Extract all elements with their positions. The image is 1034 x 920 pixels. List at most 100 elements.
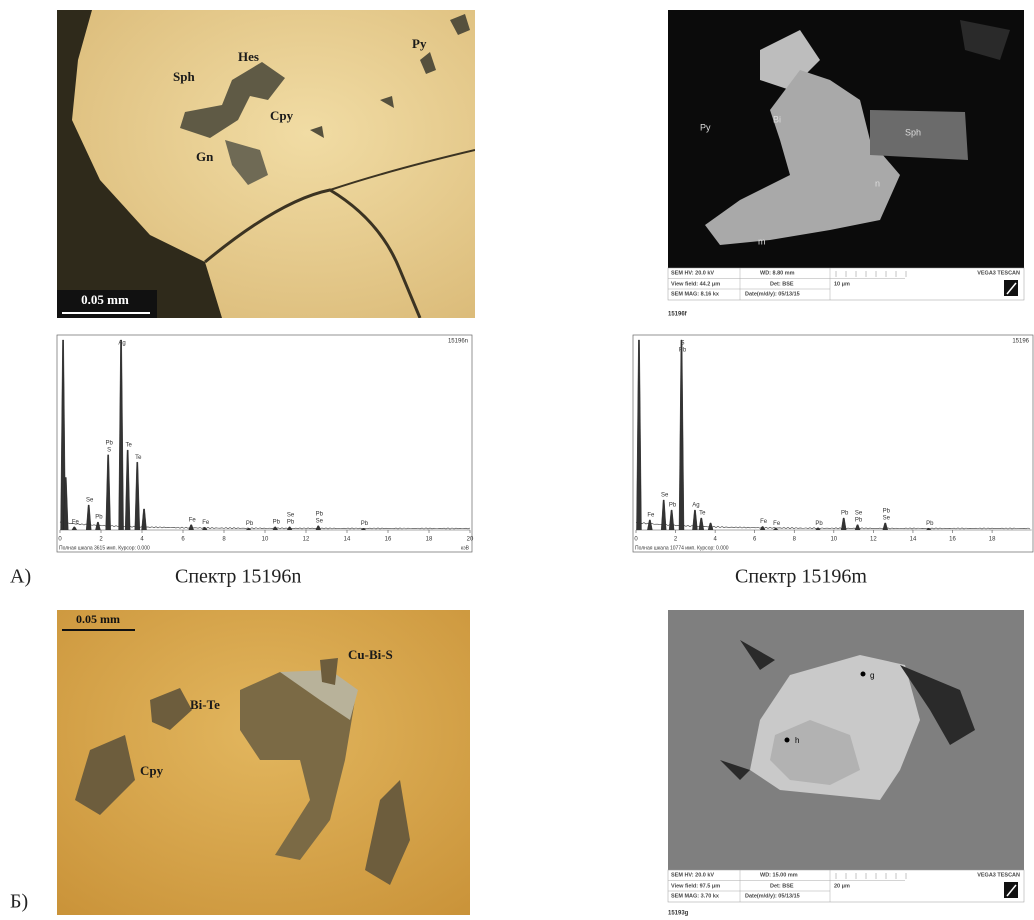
x-tick-label: 10: [830, 537, 837, 543]
info-text: Det: BSE: [770, 281, 794, 287]
info-text: WD: 15.00 mm: [760, 872, 798, 878]
mineral-label: Bi: [773, 114, 781, 124]
scale-bar-label: 0.05 mm: [76, 612, 120, 626]
peak-label: Pb: [841, 511, 849, 517]
sem-info-bar: SEM HV: 20.0 kV WD: 15.00 mm View field: 9…: [668, 870, 1024, 902]
point-label: h: [795, 736, 799, 745]
peak-label: Pb: [815, 521, 823, 527]
mineral-label: Sph: [173, 69, 195, 84]
point-label: n: [875, 178, 880, 188]
mineral-label: Gn: [196, 149, 214, 164]
info-text: 20 μm: [834, 883, 850, 889]
info-text: SEM MAG: 3.70 kx: [671, 893, 720, 899]
optical-image-b: 0.05 mm Cu-Bi-S Bi-Te Cpy: [57, 610, 470, 915]
mineral-label: Sph: [905, 127, 921, 137]
peak-label: Ag: [118, 341, 125, 347]
info-text: Date(m/d/y): 05/13/15: [745, 291, 800, 297]
x-tick-label: 14: [344, 537, 351, 543]
info-text: SEM MAG: 8.16 kx: [671, 291, 720, 297]
peak-label: Fe: [202, 520, 210, 526]
peak-label: Fe: [760, 519, 768, 525]
sem-image-a: Py Bi Sph n m: [668, 10, 1024, 268]
info-text: View field: 44.2 μm: [671, 281, 720, 287]
mineral-label: Cpy: [140, 763, 164, 778]
peak-label: Se: [86, 498, 94, 504]
info-text: SEM HV: 20.0 kV: [671, 872, 714, 878]
x-tick-label: 16: [385, 537, 392, 543]
sem-image-b: g h: [668, 610, 1024, 870]
peak-label: Pb: [361, 521, 369, 527]
peak-label: Se: [883, 516, 891, 522]
peak-label: Se: [287, 512, 295, 518]
peak-label: Te: [699, 511, 706, 517]
x-tick-label: 16: [949, 537, 956, 543]
peak-label: Se: [661, 493, 669, 499]
point-marker: [785, 738, 790, 743]
spectrum-caption: Спектр 15196n: [175, 566, 301, 588]
peak-label: Pb: [273, 519, 281, 525]
peak-label: Se: [855, 510, 863, 516]
optical-image-a: 0.05 mm Hes Py Sph Cpy Gn: [57, 10, 475, 318]
info-text: Det: BSE: [770, 883, 794, 889]
x-unit: кэВ: [461, 545, 470, 551]
mineral-label: Hes: [238, 49, 259, 64]
spectrum-id: 15196n: [448, 339, 468, 345]
mineral-label: Py: [412, 36, 427, 51]
peak-label: Pb: [95, 515, 103, 521]
peak-label: Fe: [72, 519, 80, 525]
info-text: SEM HV: 20.0 kV: [671, 270, 714, 276]
peak-label: Pb: [679, 348, 687, 354]
panel-label: Б): [10, 891, 28, 913]
scale-bar-label: 0.05 mm: [81, 292, 129, 307]
peak-label: S: [107, 447, 111, 453]
info-text: WD: 8.80 mm: [760, 270, 795, 276]
peak-label: Pb: [287, 519, 295, 525]
peak-label: Pb: [883, 509, 891, 515]
peak-label: Te: [125, 443, 132, 449]
peak-label: Ag: [692, 503, 699, 509]
x-tick-label: 10: [262, 537, 269, 543]
point-label: m: [758, 236, 766, 246]
sem-info-bar: SEM HV: 20.0 kV WD: 8.80 mm View field: 44…: [668, 268, 1024, 300]
mineral-label: Py: [700, 122, 711, 132]
peak-label: Pb: [926, 521, 934, 527]
peak-label: Pb: [106, 440, 114, 446]
peak-label: Te: [135, 455, 142, 461]
spectrum-id: 15196: [1012, 339, 1029, 345]
x-tick-label: 12: [303, 537, 310, 543]
peak-label: S: [680, 341, 684, 347]
image-id: 15193g: [668, 911, 689, 917]
mineral-label: Cu-Bi-S: [348, 647, 393, 662]
x-tick-label: 20: [467, 537, 474, 543]
mineral-label: Cpy: [270, 108, 294, 123]
x-tick-label: 18: [989, 537, 996, 543]
peak-label: Pb: [669, 503, 677, 509]
peak-label: Pb: [316, 511, 324, 517]
info-text: 10 μm: [834, 281, 850, 287]
point-label: g: [870, 671, 874, 680]
peak-label: Fe: [189, 517, 197, 523]
mineral-label: Bi-Te: [190, 697, 220, 712]
spectrum-caption: Спектр 15196m: [735, 566, 867, 588]
spectrum-frame: [633, 335, 1033, 552]
spectrum-footer: Полная шкала 3615 имп. Курсор: 0.000: [59, 545, 150, 551]
x-tick-label: 18: [426, 537, 433, 543]
x-tick-label: 14: [910, 537, 917, 543]
brand: VEGA3 TESCAN: [977, 270, 1020, 276]
panel-label: А): [10, 566, 31, 588]
brand: VEGA3 TESCAN: [977, 872, 1020, 878]
peak-label: Se: [316, 518, 324, 524]
image-id: 15196f: [668, 312, 688, 318]
figure: 0.05 mm Hes Py Sph Cpy Gn Py Bi Sph n m …: [0, 0, 1034, 920]
point-marker: [861, 672, 866, 677]
peak-label: Pb: [855, 517, 863, 523]
info-text: View field: 97.5 μm: [671, 883, 720, 889]
peak-label: Fe: [647, 513, 655, 519]
info-text: Date(m/d/y): 05/13/15: [745, 893, 800, 899]
peak-label: Pb: [246, 521, 254, 527]
spectrum-footer: Полная шкала 10774 имп. Курсор: 0.000: [635, 545, 729, 551]
peak-label: Fe: [773, 521, 781, 527]
x-tick-label: 12: [870, 537, 877, 543]
